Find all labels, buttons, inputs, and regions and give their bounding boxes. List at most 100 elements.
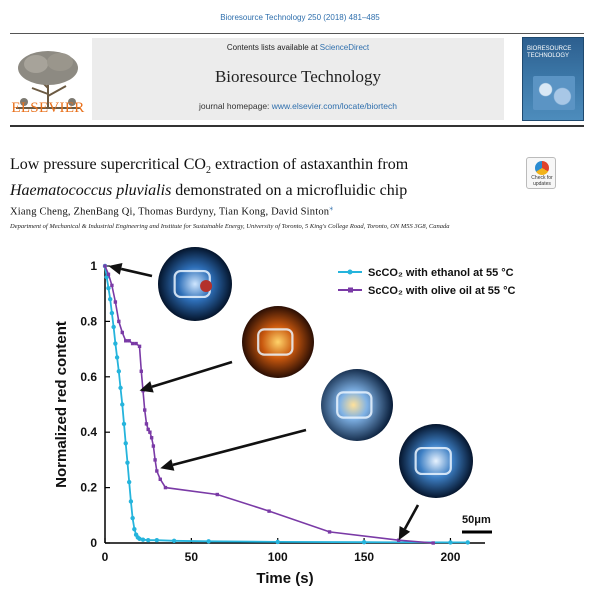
series-line-ethanol bbox=[104, 265, 468, 544]
data-point-olive-oil bbox=[110, 283, 114, 288]
data-point-olive-oil bbox=[143, 408, 147, 412]
data-point-olive-oil bbox=[124, 339, 128, 343]
check-for-updates-button[interactable]: Check for updates bbox=[526, 157, 556, 189]
scale-bar-label: 50μm bbox=[462, 514, 491, 526]
pointer-arrow-shaft bbox=[172, 428, 307, 467]
data-point-ethanol bbox=[118, 385, 123, 391]
data-point-ethanol bbox=[206, 539, 211, 544]
data-point-ethanol bbox=[448, 540, 453, 545]
series-line-olive-oil bbox=[104, 265, 434, 544]
data-point-olive-oil bbox=[148, 430, 152, 434]
micrograph-inset-2 bbox=[242, 306, 314, 378]
data-point-olive-oil bbox=[149, 436, 154, 440]
data-point-ethanol bbox=[116, 369, 122, 374]
title-part-2: extraction of astaxanthin from bbox=[210, 156, 409, 173]
title-part-1: Low pressure supercritical CO bbox=[10, 156, 206, 173]
red-cell-spot bbox=[200, 280, 213, 292]
data-point-olive-oil bbox=[215, 492, 219, 497]
y-tick-label: 1 bbox=[90, 259, 97, 273]
legend-marker bbox=[347, 269, 353, 275]
pointer-arrow-head bbox=[398, 525, 411, 541]
data-point-olive-oil bbox=[431, 541, 435, 545]
y-axis-title: Normalized red content bbox=[53, 321, 70, 488]
micrograph-inset-3 bbox=[321, 369, 393, 441]
data-point-ethanol bbox=[109, 310, 115, 316]
graphical-abstract-figure: 0 50 100 150 200 0 0.2 0.4 0.6 0.8 1 Time (s) Normal… bbox=[0, 240, 600, 600]
data-point-ethanol bbox=[137, 536, 142, 542]
data-point-olive-oil bbox=[130, 341, 135, 346]
data-point-olive-oil bbox=[103, 264, 107, 268]
microchannel-outline bbox=[414, 446, 452, 476]
data-point-ethanol bbox=[107, 297, 113, 302]
microchannel-outline bbox=[336, 391, 373, 419]
data-point-ethanol bbox=[126, 479, 132, 485]
data-point-olive-oil bbox=[139, 369, 143, 373]
data-point-olive-oil bbox=[134, 341, 138, 346]
y-tick-label: 0.4 bbox=[80, 425, 97, 439]
x-tick-label: 100 bbox=[268, 550, 288, 564]
data-point-ethanol bbox=[275, 539, 280, 545]
data-point-ethanol bbox=[128, 499, 134, 504]
data-point-olive-oil bbox=[151, 444, 156, 448]
data-point-ethanol bbox=[113, 341, 118, 346]
elsevier-tree-logo bbox=[10, 48, 86, 110]
journal-masthead bbox=[92, 38, 504, 120]
article-title: Low pressure supercritical CO2 extractio… bbox=[10, 155, 510, 201]
x-tick-label: 200 bbox=[440, 550, 460, 564]
data-point-olive-oil bbox=[137, 344, 142, 349]
journal-title: Bioresource Technology bbox=[214, 67, 382, 86]
data-point-olive-oil bbox=[267, 509, 271, 513]
y-tick-label: 0.2 bbox=[80, 481, 97, 495]
pointer-arrow-shaft bbox=[403, 504, 420, 530]
data-point-olive-oil bbox=[113, 300, 118, 304]
data-point-ethanol bbox=[154, 538, 160, 543]
header-rule-top bbox=[10, 33, 584, 34]
title-part-3: demonstrated on a microfluidic chip bbox=[171, 182, 408, 200]
y-tick-label: 0.8 bbox=[80, 314, 97, 328]
cover-art bbox=[533, 76, 575, 110]
affiliation: Department of Mechanical & Industrial En… bbox=[10, 223, 450, 230]
pointer-arrow-head bbox=[108, 263, 123, 275]
red-content-chart: 0 50 100 150 200 0 0.2 0.4 0.6 0.8 1 Time (s) Normal… bbox=[53, 247, 515, 587]
cover-title: BIORESOURCE TECHNOLOGY bbox=[527, 46, 572, 59]
header-rule-bottom bbox=[10, 125, 584, 127]
data-point-olive-oil bbox=[144, 422, 149, 426]
corresponding-author-mark[interactable]: ⁎ bbox=[329, 203, 334, 212]
pointer-arrow-head bbox=[160, 459, 175, 471]
pointer-arrow-shaft bbox=[151, 360, 233, 389]
data-point-ethanol bbox=[465, 540, 470, 545]
data-point-ethanol bbox=[123, 441, 128, 446]
journal-cover-image[interactable]: BIORESOURCE TECHNOLOGY bbox=[522, 37, 584, 121]
micrograph-inset-1 bbox=[158, 247, 232, 321]
legend-label: ScCO₂ with ethanol at 55 °C bbox=[368, 267, 514, 279]
data-point-ethanol bbox=[132, 526, 137, 532]
data-point-ethanol bbox=[171, 538, 177, 543]
data-point-olive-oil bbox=[155, 469, 159, 473]
x-tick-label: 50 bbox=[185, 550, 199, 564]
micrograph-inset-4 bbox=[399, 424, 473, 498]
data-point-ethanol bbox=[120, 402, 125, 407]
pointer-arrow-shaft bbox=[120, 267, 153, 278]
title-species: Haematococcus pluvialis bbox=[10, 182, 172, 200]
x-axis-title: Time (s) bbox=[256, 570, 313, 587]
data-point-ethanol bbox=[111, 324, 116, 330]
data-point-olive-oil bbox=[327, 530, 332, 534]
legend-marker bbox=[348, 287, 353, 293]
elsevier-wordmark: ELSEVIER bbox=[11, 100, 85, 116]
data-point-olive-oil bbox=[127, 339, 131, 343]
microchannel-outline bbox=[257, 328, 294, 356]
contents-line: Contents lists available at ScienceDirec… bbox=[92, 43, 504, 52]
journal-homepage-line: journal homepage: www.elsevier.com/locat… bbox=[92, 101, 504, 111]
y-tick-label: 0 bbox=[90, 536, 97, 550]
data-point-olive-oil bbox=[117, 319, 121, 324]
data-point-olive-oil bbox=[120, 330, 124, 335]
journal-homepage-link[interactable]: www.elsevier.com/locate/biortech bbox=[271, 101, 397, 111]
check-updates-label: Check for updates bbox=[531, 175, 553, 187]
data-point-olive-oil bbox=[163, 485, 168, 490]
data-point-olive-oil bbox=[153, 458, 157, 462]
sciencedirect-link[interactable]: ScienceDirect bbox=[319, 43, 370, 52]
data-point-olive-oil bbox=[396, 538, 401, 542]
title-subscript: 2 bbox=[205, 165, 211, 177]
x-tick-label: 150 bbox=[354, 550, 374, 564]
data-point-ethanol bbox=[114, 355, 120, 360]
